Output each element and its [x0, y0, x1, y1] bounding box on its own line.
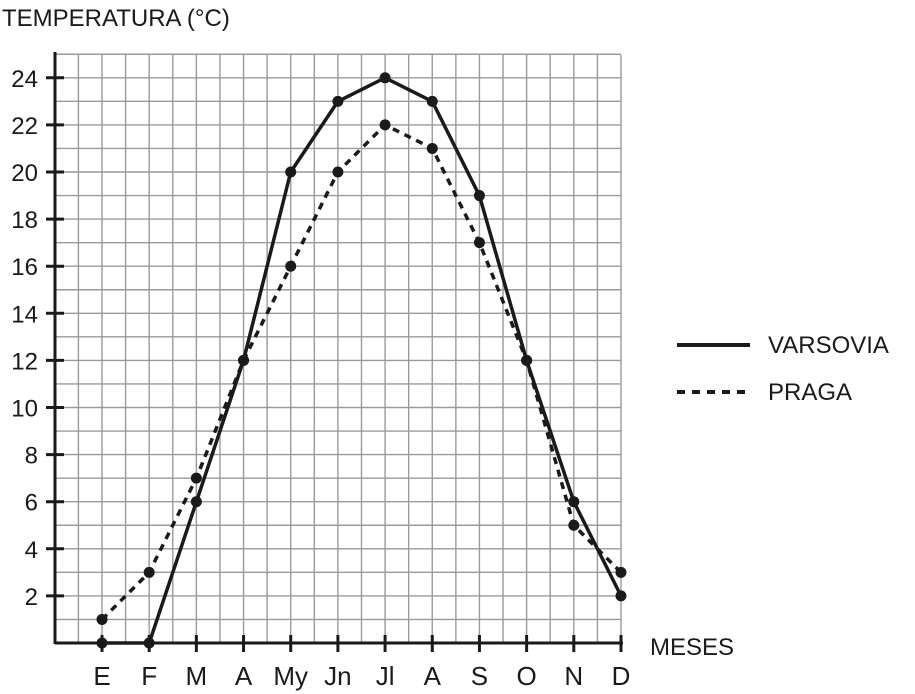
y-tick-label: 10	[11, 396, 38, 423]
y-tick-label: 14	[11, 301, 38, 328]
data-point-praga	[568, 519, 580, 531]
x-tick-label: A	[424, 661, 442, 691]
legend-label-praga: PRAGA	[768, 379, 852, 406]
y-tick-label: 22	[11, 113, 38, 140]
legend: VARSOVIA PRAGA	[677, 332, 889, 406]
axes	[53, 52, 623, 645]
x-axis-title: MESES	[650, 634, 734, 661]
y-tick-label: 20	[11, 160, 38, 187]
data-points	[96, 72, 627, 649]
legend-label-varsovia: VARSOVIA	[768, 332, 889, 359]
data-point-varsovia	[568, 496, 580, 508]
x-axis-ticks: E F M A My Jn Jl A S O N D	[93, 635, 630, 691]
data-point-varsovia	[473, 190, 485, 202]
data-point-praga	[238, 354, 250, 366]
data-point-varsovia	[190, 496, 202, 508]
y-tick-label: 8	[25, 443, 38, 470]
y-tick-label: 24	[11, 66, 38, 93]
y-tick-label: 12	[11, 348, 38, 375]
data-point-varsovia	[96, 637, 108, 649]
data-point-praga	[521, 354, 533, 366]
data-point-praga	[190, 472, 202, 484]
y-tick-label: 2	[25, 584, 38, 611]
data-point-praga	[426, 142, 438, 154]
x-tick-label: F	[141, 661, 157, 691]
x-tick-label: N	[564, 661, 583, 691]
x-tick-label: Jn	[324, 661, 351, 691]
data-point-praga	[143, 566, 155, 578]
data-point-praga	[285, 260, 297, 272]
data-point-praga	[379, 119, 391, 131]
y-tick-label: 16	[11, 254, 38, 281]
x-tick-label: D	[612, 661, 631, 691]
data-point-varsovia	[285, 166, 297, 178]
data-point-varsovia	[615, 590, 627, 602]
data-point-varsovia	[143, 637, 155, 649]
grid	[55, 53, 622, 643]
data-point-praga	[615, 566, 627, 578]
series-line-praga	[100, 123, 623, 621]
data-point-varsovia	[426, 95, 438, 107]
y-tick-label: 4	[25, 537, 38, 564]
series-lines	[100, 76, 623, 645]
x-tick-label: A	[235, 661, 253, 691]
x-tick-label: E	[93, 661, 110, 691]
data-point-varsovia	[379, 72, 391, 84]
y-tick-label: 18	[11, 207, 38, 234]
data-point-praga	[96, 613, 108, 625]
x-tick-label: O	[517, 661, 537, 691]
data-point-praga	[332, 166, 344, 178]
x-tick-label: My	[273, 661, 308, 691]
x-tick-label: S	[471, 661, 488, 691]
x-tick-label: M	[186, 661, 208, 691]
data-point-varsovia	[332, 95, 344, 107]
y-axis-title: TEMPERATURA (°C)	[2, 5, 230, 32]
data-point-praga	[473, 237, 485, 249]
x-tick-label: Jl	[376, 661, 395, 691]
y-tick-label: 6	[25, 490, 38, 517]
